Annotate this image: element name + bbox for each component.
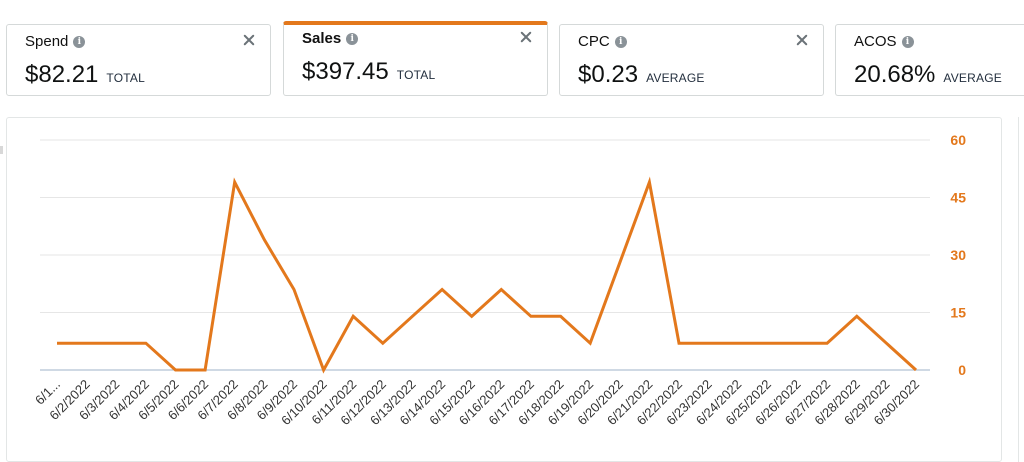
data-point[interactable] — [407, 311, 417, 321]
info-icon[interactable]: i — [73, 35, 86, 48]
metric-unit: TOTAL — [396, 68, 436, 82]
data-point[interactable] — [230, 177, 240, 187]
data-point[interactable] — [467, 311, 477, 321]
side-panel-edge — [1018, 117, 1024, 462]
data-point[interactable] — [733, 338, 743, 348]
metric-value: $0.23 — [578, 61, 639, 88]
metric-value: $397.45 — [302, 58, 389, 85]
metric-unit: AVERAGE — [943, 71, 1002, 85]
chart-grid — [40, 139, 930, 371]
y-tick-label: 15 — [950, 305, 966, 321]
series-line-sales[interactable] — [57, 176, 918, 374]
data-point[interactable] — [378, 338, 388, 348]
metric-value: $82.21 — [25, 61, 99, 88]
chart-series — [52, 176, 921, 375]
data-point[interactable] — [141, 338, 151, 348]
metric-label: Spend — [25, 33, 69, 50]
y-tick-label: 30 — [950, 247, 966, 263]
metric-card-sales[interactable]: Sales i $397.45 TOTAL — [283, 21, 548, 96]
y-tick-label: 0 — [958, 362, 966, 378]
data-point[interactable] — [496, 285, 506, 295]
data-point[interactable] — [289, 285, 299, 295]
data-point[interactable] — [704, 338, 714, 348]
data-point[interactable] — [437, 285, 447, 295]
y-tick-label: 60 — [950, 132, 966, 148]
metric-card-spend[interactable]: Spend i $82.21 TOTAL — [6, 24, 271, 96]
data-point[interactable] — [674, 338, 684, 348]
data-point[interactable] — [822, 338, 832, 348]
y-tick-label: 45 — [950, 190, 966, 206]
data-point[interactable] — [793, 338, 803, 348]
info-icon[interactable]: i — [901, 35, 914, 48]
data-point[interactable] — [911, 365, 921, 375]
info-icon[interactable]: i — [614, 35, 627, 48]
data-point[interactable] — [881, 338, 891, 348]
data-point[interactable] — [82, 338, 92, 348]
metric-value: 20.68% — [854, 61, 936, 88]
info-icon[interactable]: i — [346, 32, 359, 45]
data-point[interactable] — [52, 338, 62, 348]
data-point[interactable] — [319, 365, 329, 375]
metric-unit: AVERAGE — [646, 71, 705, 85]
metric-card-cpc[interactable]: CPC i $0.23 AVERAGE — [559, 24, 824, 96]
chart-panel — [6, 117, 1002, 462]
data-point[interactable] — [763, 338, 773, 348]
metric-label: ACOS — [854, 33, 897, 50]
data-point[interactable] — [200, 365, 210, 375]
metric-unit: TOTAL — [106, 71, 145, 85]
metric-card-acos[interactable]: ACOS i 20.68% AVERAGE — [835, 24, 1024, 96]
metric-label: CPC — [578, 33, 610, 50]
data-point[interactable] — [348, 311, 358, 321]
scroll-indicator — [0, 146, 3, 154]
data-point[interactable] — [259, 235, 269, 245]
y-axis: 0 15 30 45 60 — [950, 132, 966, 378]
data-point[interactable] — [556, 311, 566, 321]
x-axis: 6/1...6/2/20226/3/20226/4/20226/5/20226/… — [32, 377, 922, 429]
data-point[interactable] — [111, 338, 121, 348]
data-point[interactable] — [585, 338, 595, 348]
data-point[interactable] — [615, 258, 625, 268]
data-point[interactable] — [526, 311, 536, 321]
data-point[interactable] — [852, 311, 862, 321]
data-point[interactable] — [644, 177, 654, 187]
data-point[interactable] — [170, 365, 180, 375]
metric-label: Sales — [302, 30, 342, 47]
